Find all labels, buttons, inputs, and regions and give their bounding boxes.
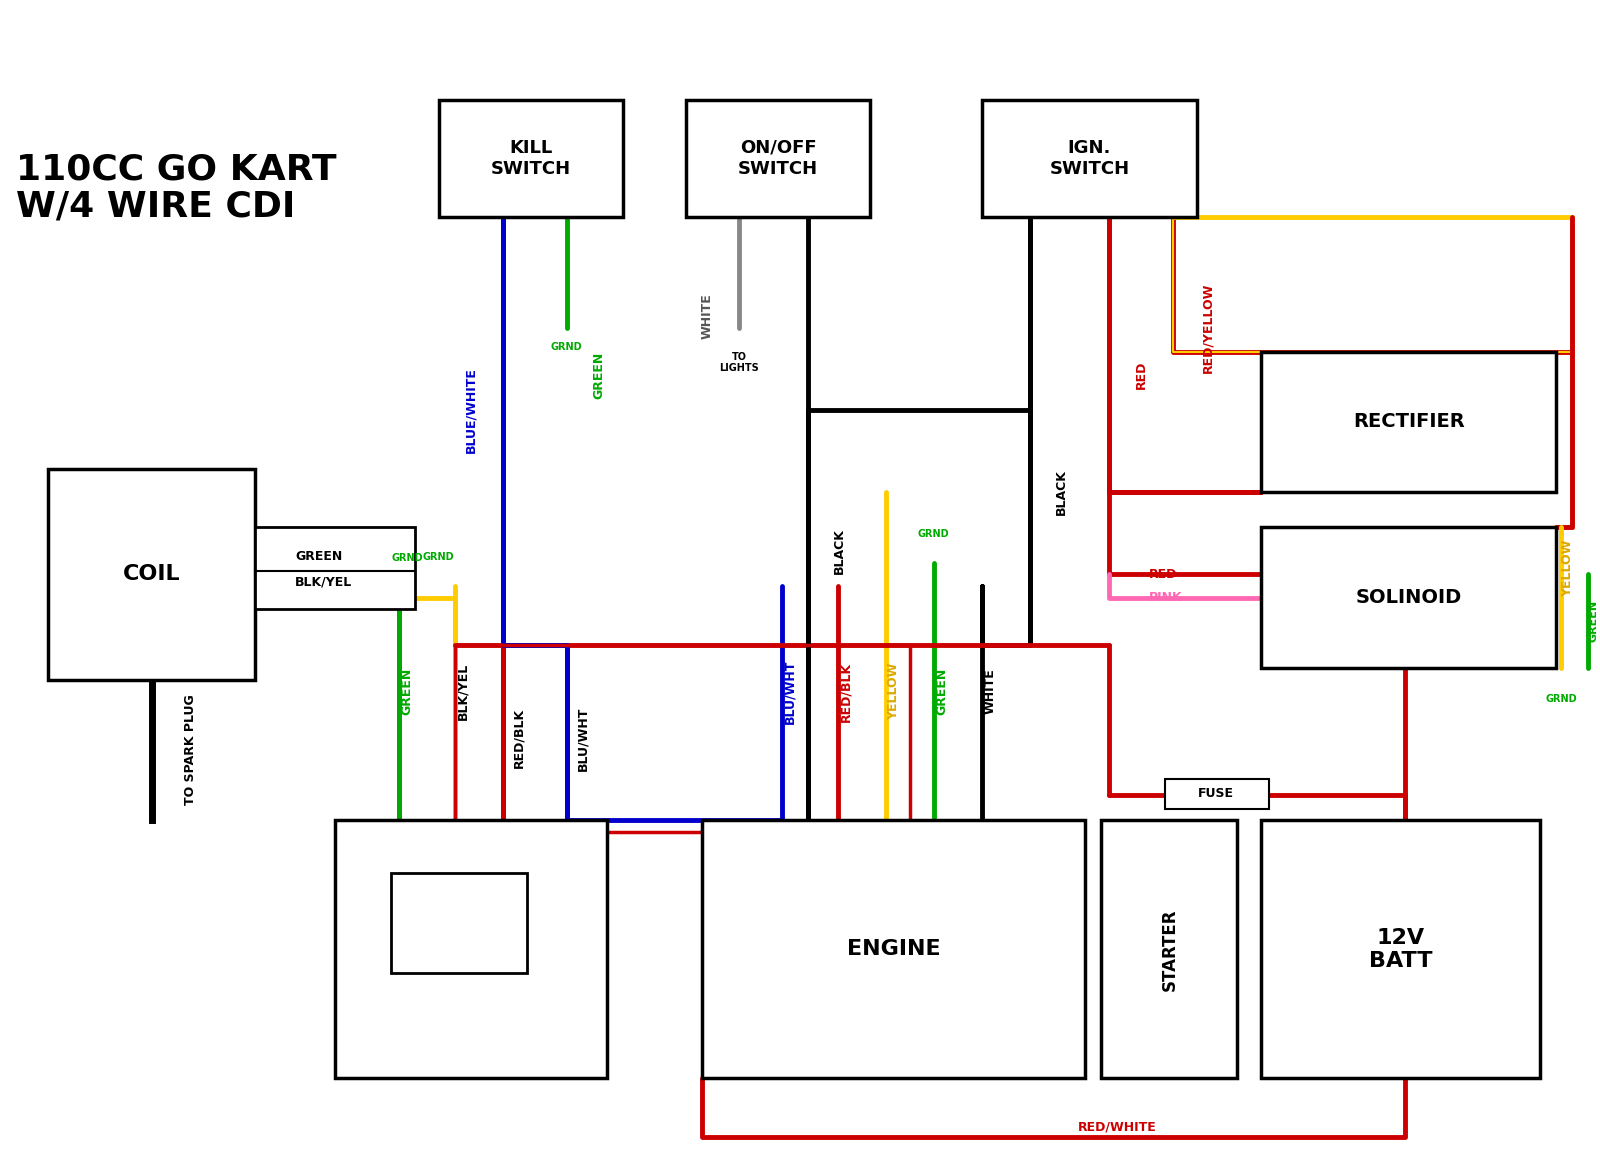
Text: IGN.
SWITCH: IGN. SWITCH	[1050, 138, 1130, 178]
Text: GREEN: GREEN	[296, 550, 342, 564]
Text: RED/YELLOW: RED/YELLOW	[1202, 282, 1214, 374]
Text: BLU/WHT: BLU/WHT	[576, 707, 589, 770]
Text: ON/OFF
SWITCH: ON/OFF SWITCH	[738, 138, 818, 178]
Text: 110CC GO KART
W/4 WIRE CDI: 110CC GO KART W/4 WIRE CDI	[16, 152, 336, 223]
Text: GRND: GRND	[422, 552, 454, 561]
Text: COIL: COIL	[123, 564, 181, 585]
Bar	[982, 100, 1197, 217]
Text: TO
LIGHTS: TO LIGHTS	[718, 352, 758, 373]
Text: GRND: GRND	[1546, 694, 1578, 704]
Text: YELLOW: YELLOW	[1562, 540, 1574, 597]
Text: KILL
SWITCH: KILL SWITCH	[491, 138, 571, 178]
Text: GREEN: GREEN	[1589, 600, 1598, 642]
Text: WHITE: WHITE	[982, 668, 997, 715]
Bar	[336, 820, 606, 1078]
Text: BLK/YEL: BLK/YEL	[296, 575, 352, 590]
Text: RED: RED	[1149, 567, 1178, 581]
Bar	[686, 100, 870, 217]
Text: WHITE: WHITE	[701, 293, 714, 340]
Text: RECTIFIER: RECTIFIER	[1352, 413, 1464, 431]
Text: 12V
BATT: 12V BATT	[1370, 928, 1432, 970]
Text: BLK/YEL: BLK/YEL	[456, 663, 469, 720]
Text: GREEN: GREEN	[400, 668, 413, 715]
Text: RED: RED	[1134, 361, 1147, 389]
Bar	[454, 645, 910, 832]
Text: BLU/WHT: BLU/WHT	[784, 660, 797, 723]
Bar	[48, 469, 256, 680]
Text: CDI: CDI	[446, 938, 494, 961]
Text: BLACK: BLACK	[1054, 469, 1067, 516]
Bar	[1165, 779, 1269, 809]
Text: TO SPARK PLUG: TO SPARK PLUG	[184, 695, 197, 805]
Text: RED/BLK: RED/BLK	[512, 708, 525, 769]
Text: GRND: GRND	[550, 341, 582, 352]
Text: PINK: PINK	[1149, 591, 1182, 605]
Text: BLACK: BLACK	[834, 527, 846, 574]
Bar	[1261, 527, 1557, 668]
Text: ENGINE: ENGINE	[846, 939, 941, 960]
Text: GREEN: GREEN	[936, 668, 949, 715]
Text: FUSE: FUSE	[1198, 786, 1234, 800]
Bar	[390, 873, 526, 973]
Bar	[1261, 820, 1541, 1078]
Bar	[1261, 352, 1557, 492]
Bar	[438, 100, 622, 217]
Text: STARTER: STARTER	[1162, 908, 1179, 990]
Text: RED/BLK: RED/BLK	[840, 661, 853, 722]
Bar	[1101, 820, 1237, 1078]
Text: RED/WHITE: RED/WHITE	[1078, 1120, 1157, 1134]
Text: GREEN: GREEN	[592, 352, 605, 398]
Text: YELLOW: YELLOW	[888, 663, 901, 720]
Bar	[256, 527, 414, 609]
Text: BLUE/WHITE: BLUE/WHITE	[464, 367, 477, 454]
Text: SOLINOID: SOLINOID	[1355, 588, 1462, 607]
Text: GRND: GRND	[918, 529, 949, 539]
Bar	[702, 820, 1085, 1078]
Text: GRND: GRND	[392, 552, 422, 563]
